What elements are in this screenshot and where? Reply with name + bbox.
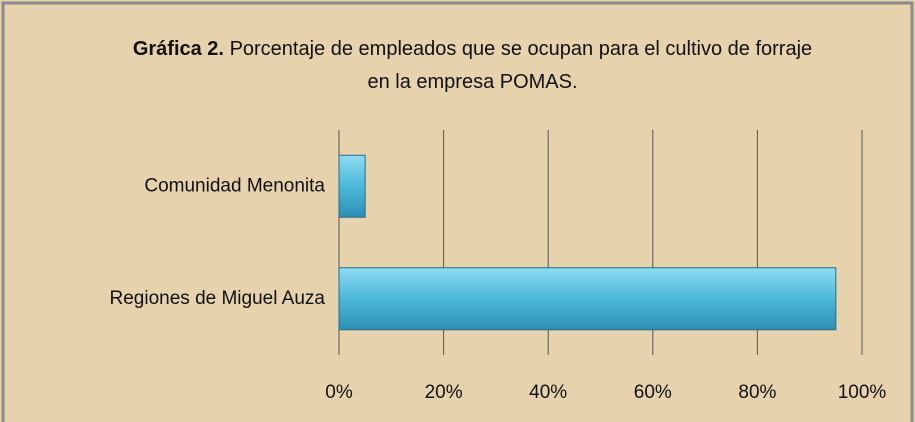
x-tick-label: 40% xyxy=(529,382,567,403)
chart-title: Gráfica 2. Porcentaje de empleados que s… xyxy=(130,33,815,99)
x-tick-label: 100% xyxy=(838,382,887,403)
title-text: Porcentaje de empleados que se ocupan pa… xyxy=(229,38,813,93)
y-tick-label: Regiones de Miguel Auza xyxy=(110,288,326,309)
title-label: Gráfica 2. xyxy=(132,38,224,60)
x-tick-label: 20% xyxy=(425,382,463,403)
x-tick-label: 60% xyxy=(634,382,672,403)
x-tick-label: 80% xyxy=(738,382,776,403)
bar xyxy=(338,154,366,218)
bar xyxy=(338,267,837,331)
y-tick-label: Comunidad Menonita xyxy=(144,175,325,196)
x-tick-label: 0% xyxy=(325,382,353,403)
